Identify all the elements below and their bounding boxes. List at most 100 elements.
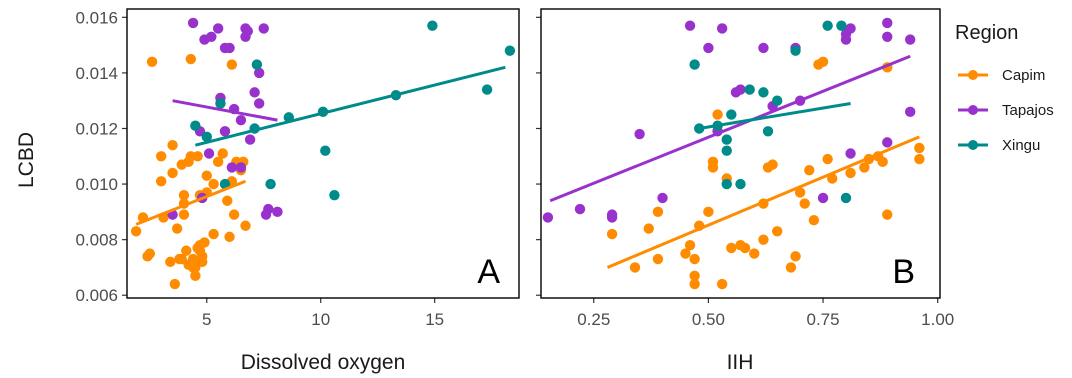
panel-b-x-tick-label: 0.75 [807,310,840,329]
panel-b-point-xingu [771,95,783,106]
panel-b-point-tapajos [606,209,618,220]
panel-b-point-capim [817,56,829,67]
panel-b-point-tapajos [845,23,856,34]
panel-b-point-tapajos [882,137,893,148]
panel-b-trendline-xingu [698,102,851,130]
panel-a-point-capim [212,156,224,168]
panel-b-point-tapajos [882,17,893,29]
panel-b-point-xingu [744,84,755,95]
panel-b-point-xingu [726,109,737,120]
panel-a-trendline-xingu [195,65,506,147]
panel-b-point-capim [882,209,893,220]
panel-b-point-tapajos [845,148,856,159]
panel-b-trendline-tapajos [549,54,911,203]
panel-b-point-capim [767,159,778,170]
panel-a-point-tapajos [235,162,247,173]
panel-a-point-tapajos [272,206,283,218]
panel-a-point-xingu [504,45,516,56]
panel-a-point-capim [228,209,240,220]
panel-a-x-tick-label: 10 [311,310,330,329]
panel-b-point-capim [652,206,664,218]
panel-a-point-xingu [219,178,231,190]
panel-b-points [542,17,925,290]
panel-b-point-capim [785,262,797,273]
panel-a-point-xingu [201,131,212,143]
panel-a-point-capim [178,189,190,201]
panel-b-trendline-capim [606,135,920,269]
panel-a-point-capim [165,256,176,268]
legend-entry-capim: Capim [958,67,1045,84]
legend-label-tapajos: Tapajos [1002,102,1054,119]
panel-a-point-tapajos [258,23,269,34]
panel-a-point-tapajos [206,31,217,42]
panel-a-point-capim [208,178,219,190]
panel-a-point-capim [155,176,167,187]
panel-a-point-tapajos [244,134,256,145]
panel-a-point-tapajos [253,67,265,79]
panel-a-x-axis-title: Dissolved oxygen [241,351,406,374]
panel-a-point-capim [181,245,192,256]
legend-entry-tapajos: Tapajos [958,102,1054,119]
panel-a-label: A [477,253,500,291]
panel-a-point-capim [185,53,197,65]
panel-a-point-capim [226,59,238,70]
panel-a-point-tapajos [263,203,274,215]
panel-a-point-capim [167,139,178,151]
y-tick-label: 0.010 [75,175,118,194]
panel-a-x-tick-label: 5 [202,310,211,329]
panel-a-point-capim [187,253,199,265]
legend-swatch-capim-dot [968,70,978,80]
panel-a-point-capim [197,256,208,268]
panel-b-point-capim [845,167,856,179]
panel-b-point-xingu [840,192,852,204]
panel-a-point-tapajos [187,17,199,29]
panel-b-point-xingu [758,87,769,98]
panel-b-point-capim [684,240,696,251]
panel-b-trendlines [549,54,920,269]
panel-b-x-tick-label: 1.00 [921,310,954,329]
panel-b-point-xingu [721,134,732,145]
panel-b-x-tick-label: 0.25 [577,310,610,329]
legend-label-capim: Capim [1002,67,1045,84]
panel-a-point-capim [130,226,142,237]
panel-a-point-xingu [251,59,263,70]
panel-b-point-capim [606,228,618,240]
panel-b-point-capim [790,251,801,262]
panel-b-point-capim [629,262,641,273]
panel-b-point-tapajos [904,34,916,45]
panel-a-point-tapajos [212,23,224,34]
y-tick-label: 0.016 [75,8,118,27]
panel-b-point-capim [914,153,925,165]
y-tick-label: 0.012 [75,119,118,138]
panel-a-point-xingu [320,145,331,156]
panel-a-trendlines [135,65,506,226]
panel-a-point-capim [224,231,235,243]
panel-a: 0.006 0.008 0.010 0.012 0.014 0.016 5 10 15 A Di… [75,8,520,374]
panel-b-point-tapajos [703,42,714,54]
panel-b-point-xingu [762,126,774,137]
panel-b-point-capim [712,109,723,120]
panel-b-point-capim [739,242,751,254]
panel-a-points [130,17,516,290]
y-tick-label: 0.008 [75,231,118,250]
panel-a-point-tapajos [226,162,238,173]
panel-a-point-xingu [427,20,438,31]
panel-b-point-capim [859,162,870,173]
panel-a-point-capim [144,248,155,259]
panel-b-point-capim [726,242,737,254]
panel-a-point-capim [217,148,228,159]
legend-label-xingu: Xingu [1002,137,1040,154]
panel-a-point-capim [240,220,251,231]
panel-b-point-capim [771,226,783,237]
panel-b-point-capim [794,187,806,198]
panel-a-point-capim [208,228,219,240]
panel-b-point-capim [689,270,700,281]
panel-b-point-capim [877,156,888,168]
panel-b-point-tapajos [882,31,893,42]
panel-a-point-capim [155,151,167,162]
panel-b-point-capim [689,253,700,265]
panel-a-point-capim [201,170,212,181]
panel-b-point-capim [703,206,714,218]
panel-b-point-tapajos [758,42,769,54]
panel-b-point-xingu [721,178,732,190]
